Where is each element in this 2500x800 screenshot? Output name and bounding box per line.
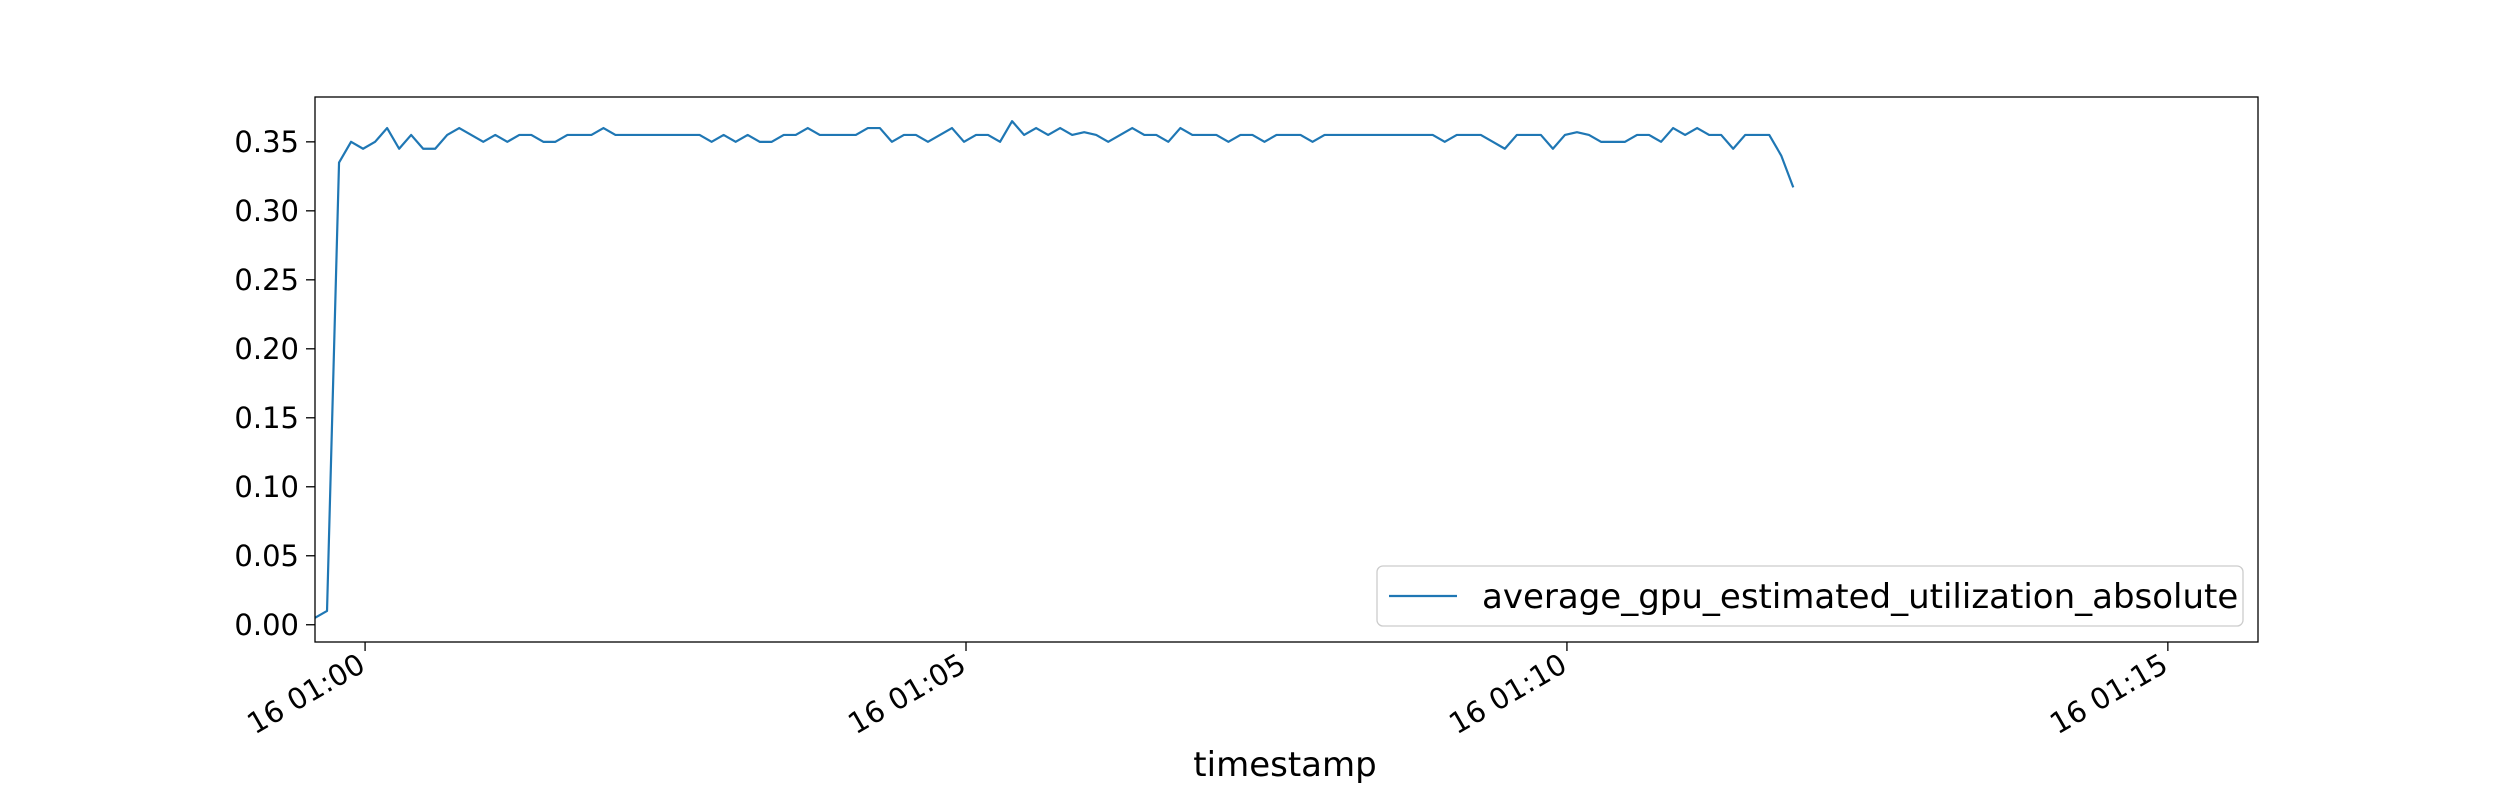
y-tick-label: 0.35 <box>234 125 299 159</box>
legend-entry-label: average_gpu_estimated_utilization_absolu… <box>1482 577 2238 617</box>
series-line-0 <box>314 120 1795 619</box>
y-tick-label: 0.20 <box>234 332 299 366</box>
y-tick-label: 0.10 <box>234 470 299 504</box>
legend-box <box>1376 565 2244 627</box>
y-tick-label: 0.25 <box>234 263 299 297</box>
plot-frame <box>314 96 2259 643</box>
y-tick-label: 0.30 <box>234 194 299 228</box>
plot-area <box>314 96 2259 643</box>
y-axis: 0.00 0.05 0.10 0.15 0.20 0.25 0.30 0.35 <box>234 125 315 642</box>
y-tick-label: 0.00 <box>234 608 299 642</box>
y-tick-label: 0.05 <box>234 539 299 573</box>
legend: average_gpu_estimated_utilization_absolu… <box>1376 565 2244 627</box>
x-axis-label: timestamp <box>1193 745 1376 785</box>
y-tick-label: 0.15 <box>234 401 299 435</box>
